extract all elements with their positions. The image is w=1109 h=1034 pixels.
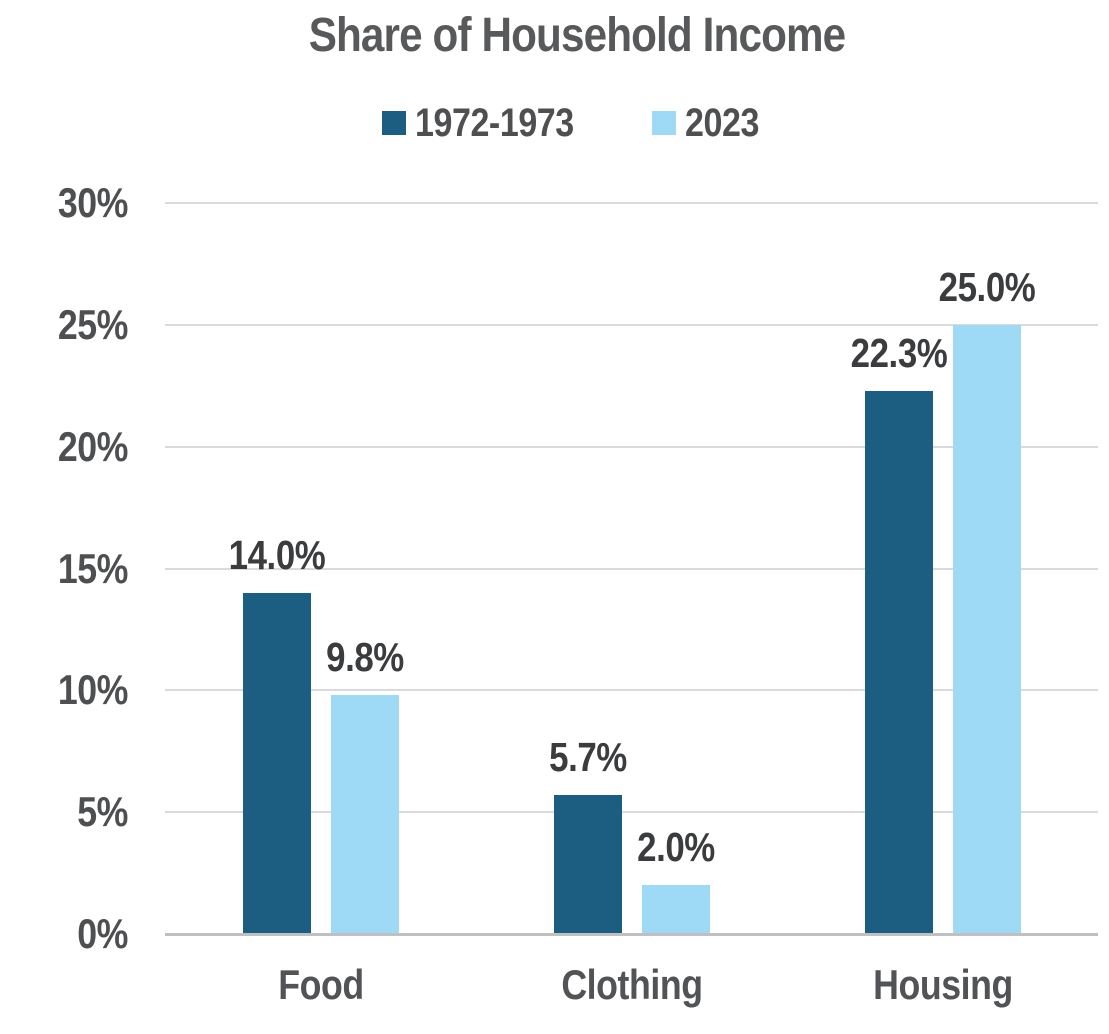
x-axis-baseline bbox=[165, 933, 1098, 936]
bar bbox=[242, 592, 311, 934]
y-axis-tick-label: 30% bbox=[57, 179, 129, 226]
y-axis-tick-label: 20% bbox=[57, 422, 129, 470]
legend-label: 2023 bbox=[684, 100, 759, 145]
category-label: Food bbox=[277, 961, 364, 1008]
bar bbox=[641, 885, 710, 934]
bar-value-label: 25.0% bbox=[938, 263, 1035, 310]
legend-swatch bbox=[382, 111, 407, 135]
gridline bbox=[165, 202, 1098, 204]
gridline bbox=[165, 811, 1098, 814]
bar-value-label: 2.0% bbox=[636, 824, 715, 871]
y-axis-tick-label: 15% bbox=[57, 544, 129, 592]
category-label: Housing bbox=[872, 961, 1013, 1008]
bar-value-label: 14.0% bbox=[228, 531, 325, 578]
gridline bbox=[165, 689, 1098, 692]
chart-title: Share of Household Income bbox=[308, 9, 846, 62]
y-axis-tick-label: 5% bbox=[77, 788, 128, 836]
legend-item: 2023 bbox=[651, 100, 772, 146]
bar bbox=[330, 695, 399, 934]
legend-item: 1972-1973 bbox=[382, 101, 602, 146]
bar-value-label: 22.3% bbox=[850, 329, 947, 376]
chart-legend: 1972-1973 2023 bbox=[45, 100, 1109, 146]
y-axis-tick-label: 0% bbox=[77, 910, 128, 957]
bar-value-label: 5.7% bbox=[548, 734, 627, 781]
gridline bbox=[165, 323, 1098, 326]
y-axis-tick-label: 25% bbox=[57, 300, 129, 348]
legend-swatch bbox=[651, 111, 676, 135]
bar bbox=[553, 795, 622, 934]
bar bbox=[864, 390, 933, 934]
gridline bbox=[165, 567, 1098, 570]
gridline bbox=[165, 445, 1098, 448]
legend-label: 1972-1973 bbox=[415, 100, 574, 145]
y-axis-tick-label: 10% bbox=[57, 666, 129, 714]
category-label: Clothing bbox=[560, 961, 703, 1008]
bar bbox=[952, 324, 1021, 934]
bar-value-label: 9.8% bbox=[325, 634, 404, 681]
